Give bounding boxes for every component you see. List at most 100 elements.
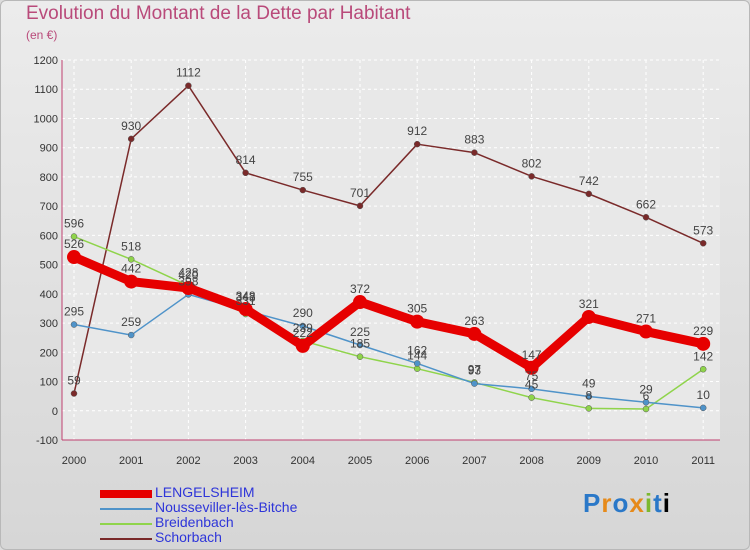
y-tick-label: 100	[40, 377, 58, 389]
y-tick-label: 800	[40, 172, 58, 184]
series-line-3	[73, 84, 704, 395]
data-label: 912	[407, 124, 427, 138]
data-point	[124, 274, 139, 289]
data-label: 142	[693, 349, 713, 363]
data-point	[410, 314, 425, 329]
data-label: 573	[693, 223, 713, 237]
x-tick-label: 2001	[119, 455, 143, 467]
data-label: 290	[293, 306, 313, 320]
data-point	[295, 338, 310, 353]
y-tick-label: 1200	[34, 55, 58, 67]
data-label: 263	[464, 314, 484, 328]
x-tick-label: 2006	[405, 455, 429, 467]
proxiti-logo: Proxiti	[583, 488, 671, 518]
chart-title: Evolution du Montant de la Dette par Hab…	[26, 3, 411, 24]
legend-swatch	[100, 508, 152, 510]
data-point	[181, 281, 196, 295]
data-label: 75	[525, 369, 539, 383]
data-label: 59	[67, 374, 81, 388]
data-point	[353, 295, 367, 310]
series-line-0	[69, 252, 708, 373]
data-label: 229	[693, 324, 713, 338]
y-tick-label: 400	[40, 289, 58, 301]
series-line-1	[73, 293, 704, 409]
data-label: 185	[350, 337, 370, 351]
data-point	[699, 404, 707, 412]
data-point	[67, 250, 81, 265]
data-point	[242, 169, 249, 177]
legend-label: Breidenbach	[155, 514, 234, 530]
y-tick-label: 0	[52, 406, 58, 418]
data-label: 883	[464, 133, 484, 147]
legend-swatch	[100, 523, 152, 525]
data-label: 305	[407, 302, 427, 316]
data-point	[696, 336, 711, 351]
data-point	[639, 324, 653, 339]
x-tick-label: 2002	[176, 455, 200, 467]
plot-area	[62, 60, 720, 440]
data-point	[127, 256, 135, 263]
data-label: 271	[636, 312, 656, 326]
data-label: 49	[582, 376, 596, 390]
data-label: 428	[178, 266, 198, 280]
data-label: 372	[350, 282, 370, 296]
data-label: 6	[643, 389, 650, 403]
legend-label: Schorbach	[155, 529, 222, 545]
data-point	[356, 341, 364, 349]
data-point	[471, 149, 478, 156]
data-point	[642, 405, 650, 413]
data-point	[413, 140, 421, 148]
legend-swatch	[100, 490, 152, 498]
x-tick-label: 2005	[348, 455, 372, 467]
data-label: 45	[525, 378, 539, 392]
data-point	[127, 135, 135, 143]
data-label: 930	[121, 119, 141, 133]
chart-subtitle: (en €)	[26, 28, 58, 42]
data-point	[185, 82, 192, 89]
legend-label: LENGELSHEIM	[155, 484, 255, 500]
y-tick-label: 200	[40, 347, 58, 359]
data-label: 348	[236, 289, 256, 303]
data-label: 331	[236, 294, 256, 308]
data-point	[528, 394, 535, 401]
data-point	[699, 240, 707, 247]
x-tick-label: 2011	[691, 455, 715, 467]
x-tick-label: 2007	[462, 455, 486, 467]
x-tick-label: 2009	[577, 455, 601, 467]
x-tick-label: 2008	[519, 455, 543, 467]
y-tick-label: 500	[40, 260, 58, 272]
data-label: 239	[293, 321, 313, 335]
data-point	[356, 353, 364, 360]
data-point	[524, 360, 539, 375]
data-label: 596	[64, 217, 84, 231]
y-tick-label: 900	[40, 143, 58, 155]
data-label: 225	[350, 325, 370, 339]
data-label: 442	[121, 262, 141, 276]
y-tick-label: 700	[40, 201, 58, 213]
data-label: 742	[579, 174, 599, 188]
y-tick-label: 1100	[34, 84, 58, 96]
data-point	[413, 360, 421, 367]
data-point	[70, 233, 78, 240]
data-point	[585, 405, 593, 412]
data-point	[528, 173, 535, 180]
data-point	[238, 302, 253, 317]
data-point	[356, 202, 364, 210]
y-tick-label: 600	[40, 230, 58, 242]
data-label: 10	[697, 388, 711, 402]
x-tick-label: 2004	[291, 455, 315, 467]
series-line-2	[73, 235, 704, 410]
x-tick-label: 2010	[634, 455, 658, 467]
data-label: 162	[407, 343, 427, 357]
data-point	[299, 322, 307, 330]
data-point	[585, 190, 593, 198]
data-label: 259	[121, 315, 141, 329]
data-point	[581, 309, 596, 324]
data-label: 1112	[176, 66, 201, 80]
data-point	[127, 331, 135, 339]
legend-swatch	[100, 538, 152, 540]
data-label: 755	[293, 170, 313, 184]
data-point	[642, 399, 650, 406]
data-label: 662	[636, 197, 656, 211]
